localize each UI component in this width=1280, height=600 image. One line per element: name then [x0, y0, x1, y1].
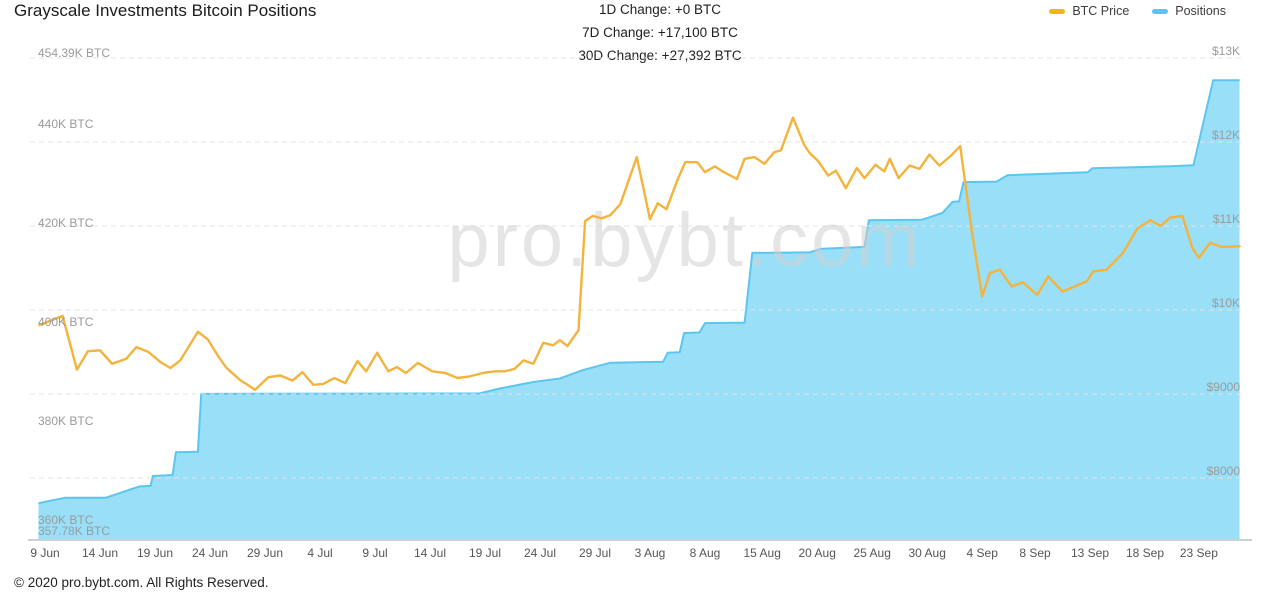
- y-axis-label-left: 420K BTC: [38, 216, 94, 231]
- change-stats: 1D Change: +0 BTC 7D Change: +17,100 BTC…: [535, 0, 785, 67]
- x-axis-label: 13 Sep: [1070, 546, 1110, 560]
- x-axis-label: 23 Sep: [1179, 546, 1218, 560]
- y-axis-label-left: 360K BTC: [38, 513, 94, 528]
- positions-area: [38, 80, 1240, 540]
- y-axis-label-right: $12K: [1211, 127, 1240, 142]
- legend-item-btc-price[interactable]: BTC Price: [1049, 4, 1129, 18]
- legend: BTC Price Positions: [1049, 4, 1226, 18]
- y-axis-label-right: $10K: [1211, 295, 1240, 310]
- y-axis-label-left: 380K BTC: [38, 414, 94, 429]
- legend-item-positions[interactable]: Positions: [1152, 4, 1226, 18]
- y-axis-label-left: 357.78K BTC: [38, 524, 111, 539]
- x-axis-label: 9 Jun: [30, 546, 60, 560]
- x-axis-label: 29 Jul: [578, 546, 612, 560]
- x-axis-label: 9 Jul: [362, 546, 388, 560]
- x-axis-label: 14 Jul: [413, 546, 447, 560]
- legend-label-positions: Positions: [1175, 4, 1226, 18]
- x-axis-label: 4 Sep: [966, 546, 998, 560]
- x-axis-label: 8 Aug: [689, 546, 721, 560]
- legend-label-btc-price: BTC Price: [1072, 4, 1130, 18]
- positions-swatch-icon: [1152, 8, 1169, 14]
- x-axis-label: 18 Sep: [1125, 546, 1165, 560]
- y-axis-label-left: 400K BTC: [38, 315, 94, 330]
- y-axis-label-right: $11K: [1212, 211, 1240, 226]
- copyright-footer: © 2020 pro.bybt.com. All Rights Reserved…: [14, 575, 269, 590]
- x-axis-label: 30 Aug: [908, 546, 946, 560]
- x-axis-label: 24 Jun: [191, 546, 229, 560]
- x-axis-label: 29 Jun: [246, 546, 284, 560]
- x-axis-line: [28, 539, 1252, 541]
- btc-price-line: [38, 116, 1241, 391]
- x-axis-label: 3 Aug: [634, 546, 666, 560]
- stat-1d-change: 1D Change: +0 BTC: [599, 2, 721, 17]
- y-axis-label-left: 454.39K BTC: [38, 46, 111, 60]
- positions-area-edge: [38, 79, 1240, 505]
- x-axis-label: 15 Aug: [743, 546, 781, 560]
- y-axis-label-right: $13K: [1211, 43, 1240, 58]
- x-axis-label: 4 Jul: [307, 546, 333, 560]
- y-axis-label-left: 440K BTC: [38, 117, 94, 132]
- y-axis-label-right: $8000: [1206, 463, 1240, 478]
- y-axis-label-right: $9000: [1206, 379, 1240, 394]
- x-axis-label: 8 Sep: [1019, 546, 1051, 560]
- x-axis-label: 20 Aug: [798, 546, 836, 560]
- x-axis-label: 19 Jul: [468, 546, 502, 560]
- btc-price-swatch-icon: [1049, 8, 1066, 14]
- x-axis-label: 24 Jul: [523, 546, 557, 560]
- chart-title: Grayscale Investments Bitcoin Positions: [14, 1, 317, 20]
- stat-30d-change: 30D Change: +27,392 BTC: [578, 48, 742, 63]
- x-axis-label: 25 Aug: [853, 546, 891, 560]
- stat-7d-change: 7D Change: +17,100 BTC: [582, 25, 738, 40]
- x-axis-label: 19 Jun: [136, 546, 174, 560]
- x-axis-label: 14 Jun: [81, 546, 119, 560]
- watermark: pro.bybt.com: [447, 198, 922, 283]
